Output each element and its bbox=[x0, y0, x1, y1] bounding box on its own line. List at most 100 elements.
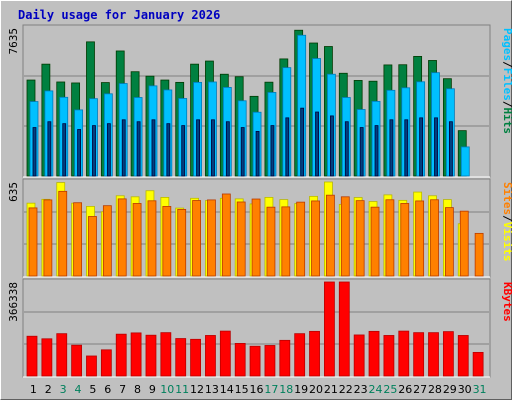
bar-pages-day-14 bbox=[225, 121, 230, 177]
x-tick-label-day-30: 30 bbox=[458, 383, 472, 396]
bar-kbytes-day-29 bbox=[442, 331, 454, 377]
bar-kbytes-day-27 bbox=[413, 332, 425, 377]
bar-kbytes-day-6 bbox=[100, 349, 112, 377]
bar-sites-day-15 bbox=[236, 201, 246, 277]
legend: KBytes bbox=[501, 282, 512, 322]
bar-sites-day-17 bbox=[266, 206, 276, 277]
bar-pages-day-3 bbox=[62, 123, 67, 177]
bar-kbytes-day-12 bbox=[190, 338, 201, 377]
bar-sites-day-6 bbox=[102, 205, 112, 277]
x-tick-label-day-18: 18 bbox=[279, 383, 293, 396]
bar-sites-day-20 bbox=[311, 200, 320, 277]
bar-sites-day-28 bbox=[430, 199, 439, 277]
bar-sites-day-10 bbox=[162, 206, 172, 277]
x-tick-label-day-1: 1 bbox=[30, 383, 37, 396]
legend-item: Files bbox=[501, 68, 512, 101]
bar-pages-day-20 bbox=[315, 111, 319, 177]
bar-kbytes-day-16 bbox=[249, 345, 261, 377]
bar-sites-day-2 bbox=[43, 199, 53, 277]
bar-pages-day-16 bbox=[255, 131, 260, 177]
bar-kbytes-day-25 bbox=[383, 335, 395, 377]
legend-item: / bbox=[501, 61, 512, 68]
bar-sites-day-30 bbox=[459, 210, 469, 277]
x-tick-label-day-12: 12 bbox=[190, 383, 204, 396]
bar-files-day-30 bbox=[460, 146, 470, 177]
bar-sites-day-27 bbox=[415, 200, 425, 277]
x-tick-label-day-16: 16 bbox=[250, 383, 264, 396]
bar-sites-day-29 bbox=[444, 207, 454, 277]
bar-pages-day-28 bbox=[434, 117, 438, 177]
scale-label: 7635 bbox=[7, 28, 20, 55]
bar-sites-day-13 bbox=[207, 199, 216, 277]
bar-kbytes-day-20 bbox=[309, 330, 320, 377]
bar-kbytes-day-15 bbox=[234, 343, 246, 377]
bar-kbytes-day-9 bbox=[145, 334, 157, 377]
scale-label: 635 bbox=[7, 182, 20, 202]
series-kbytes bbox=[26, 281, 484, 377]
bar-sites-day-25 bbox=[385, 199, 395, 277]
series-pages bbox=[32, 107, 453, 177]
legend-item: KBytes bbox=[501, 282, 512, 322]
bar-pages-day-19 bbox=[300, 107, 305, 177]
bar-pages-day-27 bbox=[419, 117, 424, 177]
bar-kbytes-day-4 bbox=[71, 344, 83, 377]
x-tick-label-day-10: 10 bbox=[160, 383, 174, 396]
bar-pages-day-9 bbox=[151, 119, 156, 177]
bar-pages-day-1 bbox=[32, 127, 37, 177]
x-tick-label-day-21: 21 bbox=[324, 383, 338, 396]
bar-kbytes-day-18 bbox=[279, 339, 291, 377]
bar-sites-day-31 bbox=[474, 232, 484, 277]
bar-sites-day-12 bbox=[192, 200, 201, 277]
x-tick-label-day-9: 9 bbox=[149, 383, 156, 396]
x-tick-label-day-14: 14 bbox=[220, 383, 234, 396]
bar-kbytes-day-14 bbox=[219, 330, 231, 377]
bar-sites-day-22 bbox=[340, 196, 350, 277]
x-tick-label-day-11: 11 bbox=[175, 383, 189, 396]
bar-pages-day-21 bbox=[330, 115, 334, 177]
bar-sites-day-5 bbox=[88, 216, 97, 277]
bar-pages-day-15 bbox=[240, 127, 245, 177]
bar-sites-day-9 bbox=[147, 200, 157, 277]
bar-pages-day-29 bbox=[448, 121, 453, 177]
bar-pages-day-2 bbox=[47, 121, 52, 177]
series-files bbox=[29, 34, 470, 177]
panel-visits-sites: 635 Sites/Visits bbox=[7, 178, 512, 278]
bar-pages-day-18 bbox=[285, 117, 290, 177]
x-tick-label-day-17: 17 bbox=[264, 383, 278, 396]
legend: Sites/Visits bbox=[501, 182, 512, 262]
bar-kbytes-day-26 bbox=[398, 330, 410, 377]
bar-kbytes-day-22 bbox=[338, 281, 350, 377]
bar-pages-day-5 bbox=[92, 125, 96, 177]
x-tick-label-day-26: 26 bbox=[398, 383, 412, 396]
bar-pages-day-17 bbox=[270, 125, 275, 177]
x-tick-label-day-28: 28 bbox=[428, 383, 442, 396]
bar-sites-day-23 bbox=[355, 200, 365, 277]
bar-kbytes-day-28 bbox=[428, 332, 439, 377]
bar-sites-day-24 bbox=[370, 206, 380, 277]
bar-kbytes-day-24 bbox=[368, 330, 380, 377]
x-tick-label-day-6: 6 bbox=[104, 383, 111, 396]
panel-hits-files-pages: 7635 Pages/Files/Hits bbox=[7, 24, 512, 178]
x-tick-label-day-15: 15 bbox=[235, 383, 249, 396]
bar-pages-day-22 bbox=[344, 121, 349, 177]
legend-item: / bbox=[501, 101, 512, 108]
x-tick-label-day-4: 4 bbox=[75, 383, 82, 396]
x-tick-label-day-23: 23 bbox=[354, 383, 368, 396]
bar-sites-day-16 bbox=[251, 198, 261, 277]
x-tick-label-day-13: 13 bbox=[205, 383, 219, 396]
bar-pages-day-13 bbox=[211, 119, 215, 177]
legend-item: Sites bbox=[501, 182, 512, 215]
bar-pages-day-7 bbox=[121, 119, 126, 177]
bar-kbytes-day-7 bbox=[115, 333, 127, 377]
legend: Pages/Files/Hits bbox=[501, 28, 512, 134]
x-tick-label-day-22: 22 bbox=[339, 383, 353, 396]
x-tick-label-day-29: 29 bbox=[443, 383, 457, 396]
bar-kbytes-day-10 bbox=[160, 332, 172, 377]
bar-sites-day-3 bbox=[58, 190, 68, 277]
bar-pages-day-12 bbox=[196, 119, 200, 177]
bar-pages-day-26 bbox=[404, 119, 409, 177]
x-tick-label-day-31: 31 bbox=[473, 383, 487, 396]
bar-pages-day-23 bbox=[359, 127, 364, 177]
bar-kbytes-day-5 bbox=[86, 355, 97, 377]
